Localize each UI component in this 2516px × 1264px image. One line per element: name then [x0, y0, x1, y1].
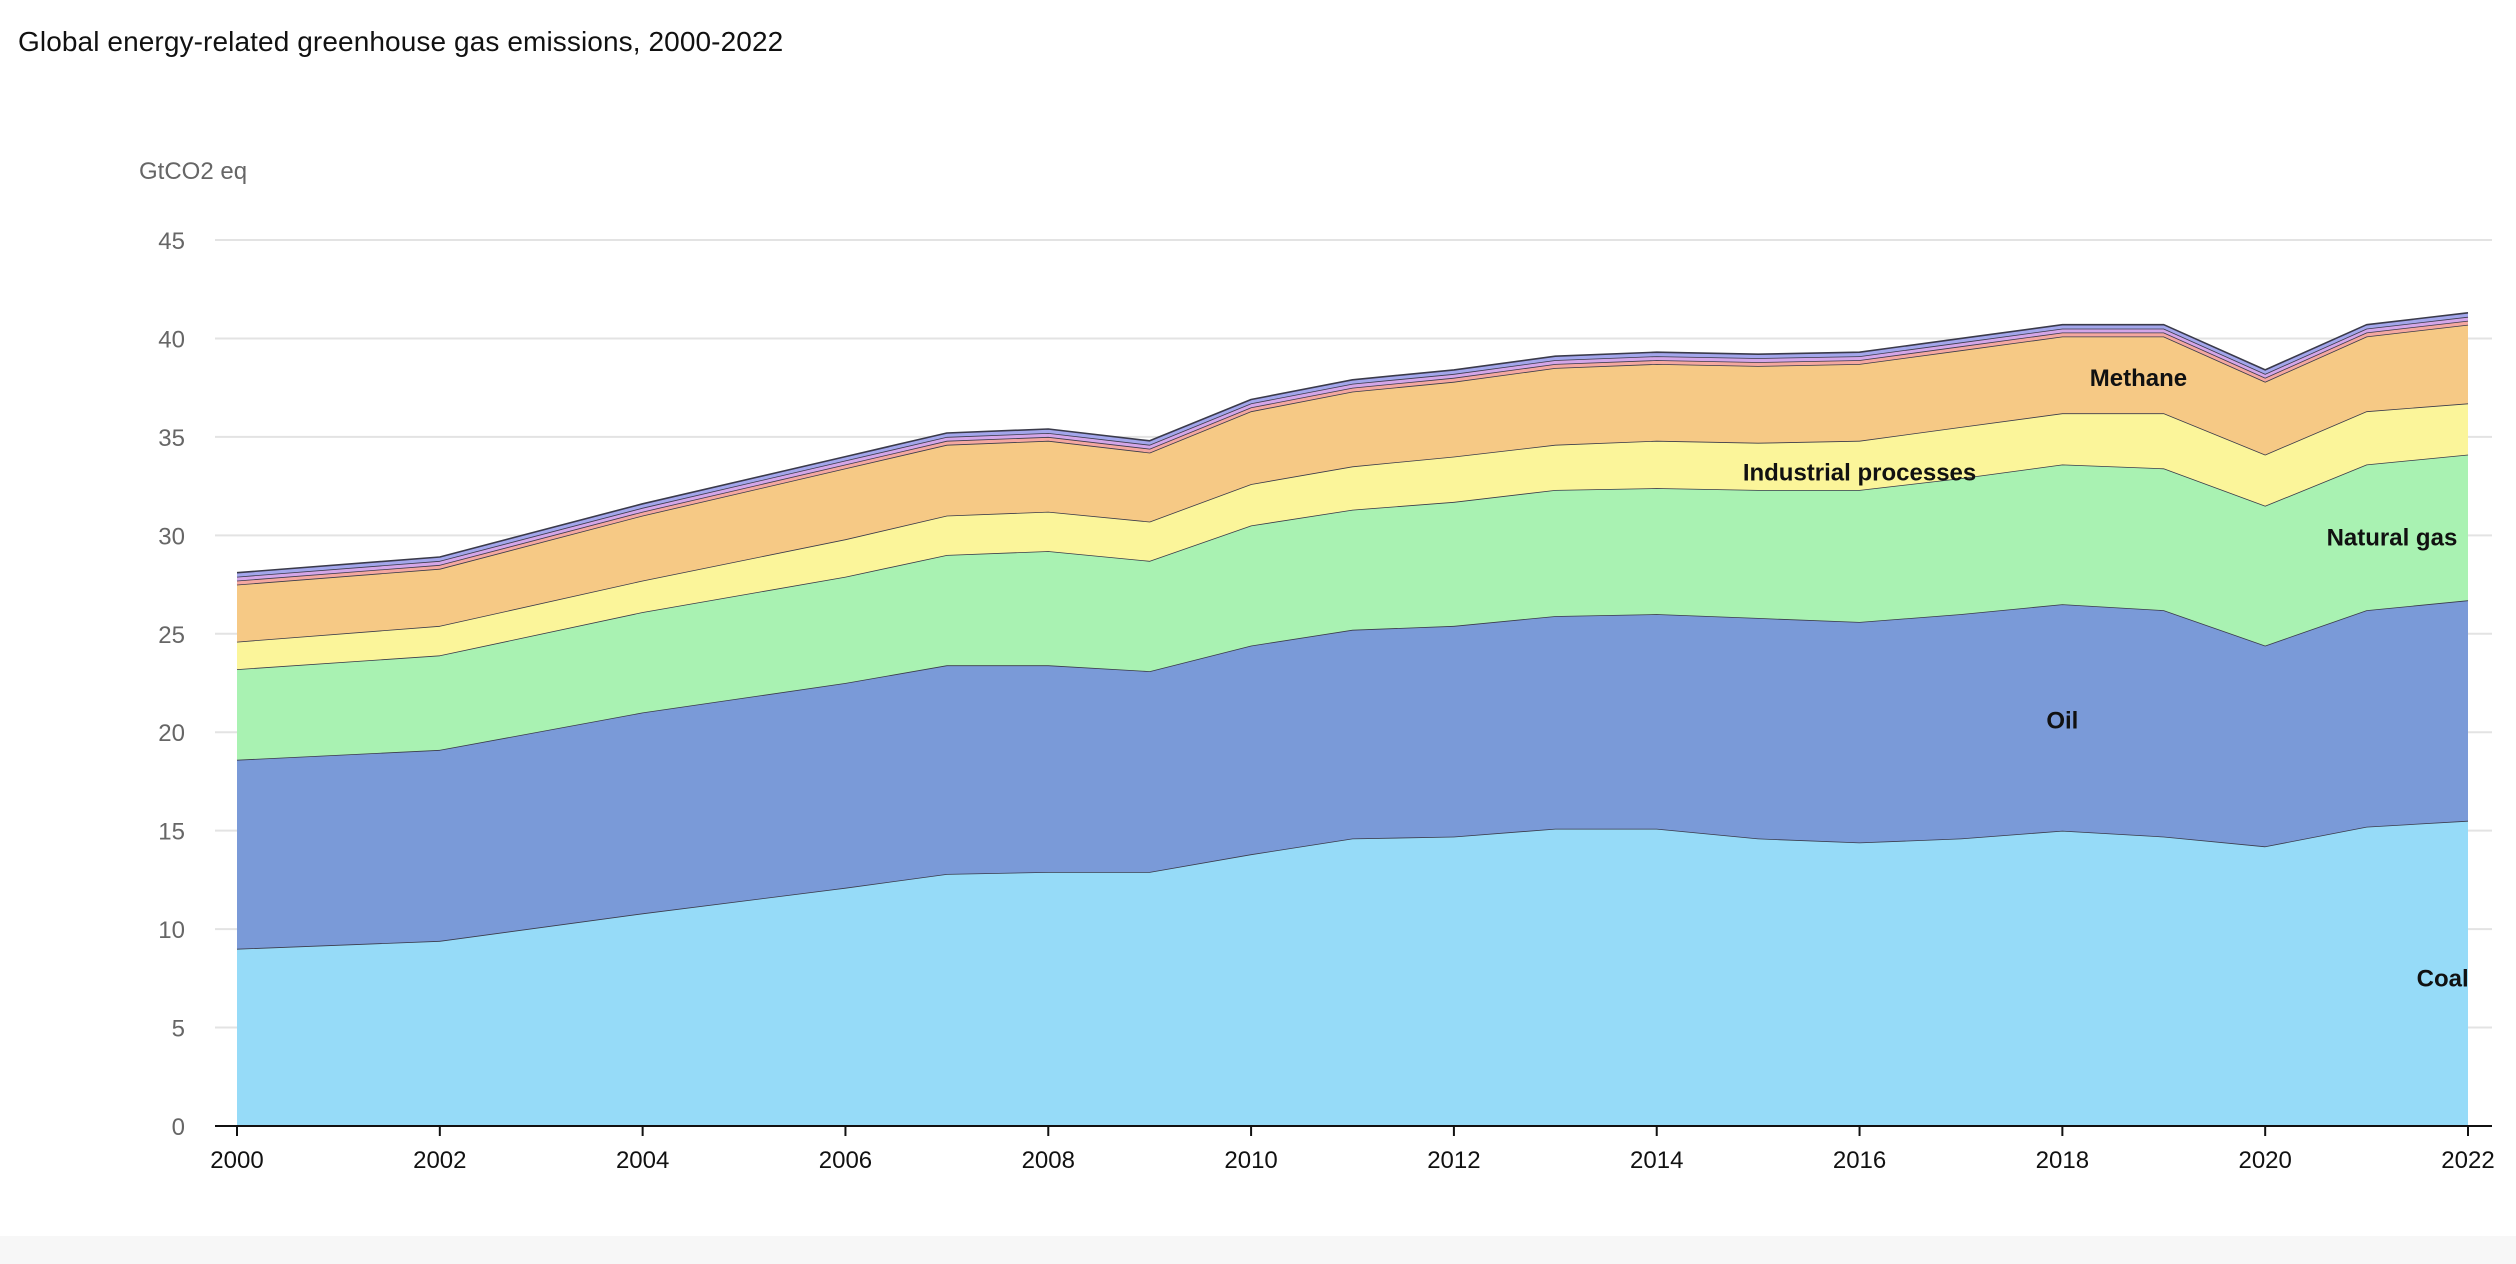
- y-tick-label: 25: [158, 622, 185, 649]
- x-tick-label: 2012: [1427, 1147, 1480, 1174]
- y-tick-label: 35: [158, 425, 185, 452]
- x-tick-label: 2016: [1833, 1147, 1886, 1174]
- series-label-methane: Methane: [2090, 365, 2187, 392]
- area-oil: [237, 600, 2468, 949]
- footer-band: [0, 1236, 2516, 1264]
- axes: GtCO2 eq 0 5 10 15 20 25 30 35 40 45 2000 2002 2004 20…: [139, 158, 2495, 1174]
- chart-title: Global energy-related greenhouse gas emi…: [18, 26, 784, 57]
- series-label-industrial-processes: Industrial processes: [1743, 459, 1976, 486]
- area-natural-gas: [237, 454, 2468, 760]
- series-label-coal: Coal: [2417, 965, 2469, 992]
- y-tick-label: 5: [172, 1016, 185, 1043]
- x-tick-label: 2000: [210, 1147, 263, 1174]
- area-outline-minor-7: [236, 312, 2469, 574]
- area-methane: [237, 324, 2468, 642]
- area-coal: [237, 820, 2468, 1126]
- y-tick-label: 15: [158, 819, 185, 846]
- y-tick-label: 0: [172, 1114, 185, 1141]
- y-tick-label: 20: [158, 720, 185, 747]
- x-tick-label: 2008: [1022, 1147, 1075, 1174]
- x-tick-label: 2020: [2238, 1147, 2291, 1174]
- x-tick-label: 2018: [2036, 1147, 2089, 1174]
- area-industrial-processes: [237, 403, 2468, 670]
- x-tick-label: 2014: [1630, 1147, 1683, 1174]
- x-tick-label: 2010: [1224, 1147, 1277, 1174]
- series-label-natural-gas: Natural gas: [2327, 524, 2458, 551]
- y-tick-label: 45: [158, 228, 185, 255]
- x-tick-label: 2002: [413, 1147, 466, 1174]
- y-axis-unit-label: GtCO2 eq: [139, 158, 247, 185]
- y-tick-label: 40: [158, 326, 185, 353]
- x-tick-label: 2006: [819, 1147, 872, 1174]
- series-labels: Methane Industrial processes Natural gas Oi…: [1743, 365, 2469, 993]
- area-series: [236, 312, 2469, 1126]
- x-tick-label: 2004: [616, 1147, 669, 1174]
- x-tick-label: 2022: [2441, 1147, 2494, 1174]
- y-tick-label: 10: [158, 917, 185, 944]
- series-label-oil: Oil: [2046, 707, 2078, 734]
- y-tick-label: 30: [158, 523, 185, 550]
